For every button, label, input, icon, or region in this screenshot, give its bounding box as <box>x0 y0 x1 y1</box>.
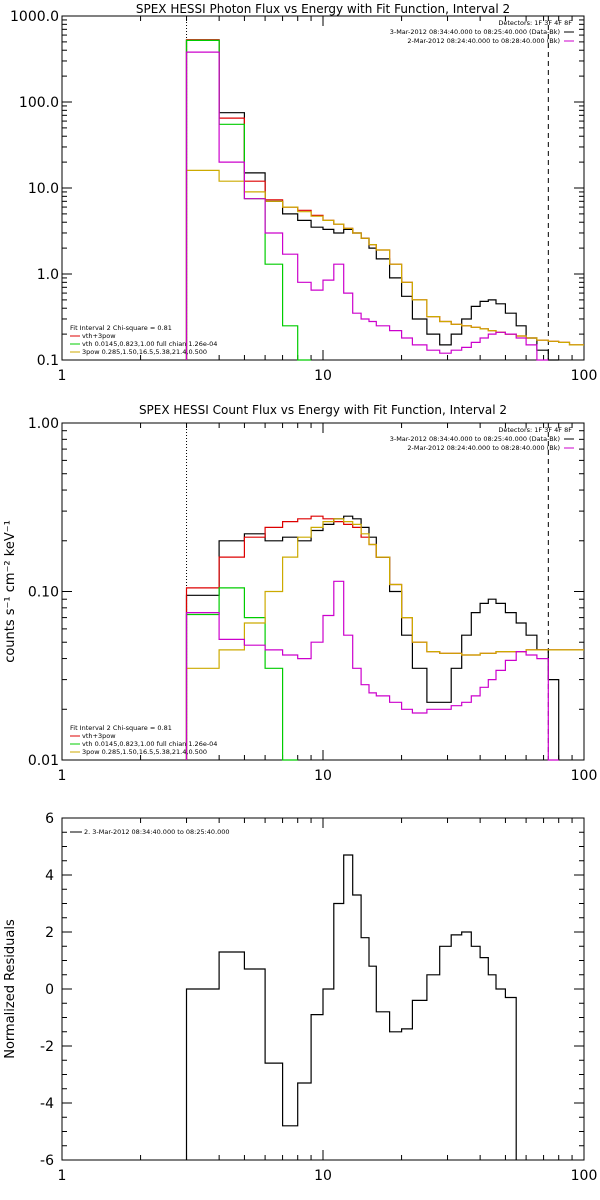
y-tick-label: 1000.0 <box>10 9 59 25</box>
legend-entry: vth+3pow <box>82 332 116 340</box>
legend-entry: 3-Mar-2012 08:34:40.000 to 08:25:40.000 … <box>390 435 560 443</box>
series-line-1 <box>185 39 559 361</box>
legend-entry: 3pow 0.285,1.50,16.5,5.38,21.4,0.500 <box>82 748 207 756</box>
x-tick-label: 100 <box>571 368 598 384</box>
legend-entry: vth+3pow <box>82 732 116 740</box>
x-tick-label: 100 <box>571 1168 598 1184</box>
x-tick-label: 1 <box>58 368 67 384</box>
x-tick-label: 10 <box>314 368 332 384</box>
x-tick-label: 1 <box>58 1168 67 1184</box>
y-tick-label: 4 <box>45 868 54 884</box>
x-tick-label: 10 <box>314 768 332 784</box>
detectors-label: Detectors: 1F 3F 4F 8F <box>498 19 572 27</box>
chart-panel-2: SPEX HESSI Count Flux vs Energy with Fit… <box>3 403 597 784</box>
y-axis-label: Normalized Residuals <box>3 919 18 1059</box>
fit-header: Fit Interval 2 Chi-square = 0.81 <box>70 724 172 732</box>
y-tick-label: -4 <box>40 1096 54 1112</box>
legend-entry: 2. 3-Mar-2012 08:34:40.000 to 08:25:40.0… <box>84 828 230 836</box>
series-line-4 <box>185 518 584 760</box>
x-tick-label: 100 <box>571 768 598 784</box>
detectors-label: Detectors: 1F 3F 4F 8F <box>498 426 572 434</box>
series-line-2 <box>185 515 584 760</box>
series-line-5 <box>185 51 549 361</box>
x-tick-label: 10 <box>314 1168 332 1184</box>
series-line-5 <box>185 580 559 761</box>
series-line-1 <box>185 515 560 760</box>
y-tick-label: 2 <box>45 925 54 941</box>
chart-title: SPEX HESSI Photon Flux vs Energy with Fi… <box>136 2 510 16</box>
legend-entry: vth 0.0145,0.823,1.00 full chian 1.26e-0… <box>82 740 217 748</box>
y-tick-label: 0.01 <box>28 753 59 769</box>
plot-frame <box>61 422 585 761</box>
legend-entry: 2-Mar-2012 08:24:40.000 to 08:28:40.000 … <box>407 37 560 45</box>
y-tick-label: 10.0 <box>28 181 59 197</box>
legend-entry: vth 0.0145,0.823,1.00 full chian 1.26e-0… <box>82 340 217 348</box>
y-axis-label: counts s⁻¹ cm⁻² keV⁻¹ <box>3 520 18 663</box>
chart-panel-1: SPEX HESSI Photon Flux vs Energy with Fi… <box>10 2 597 384</box>
y-tick-label: 0.10 <box>28 585 59 601</box>
y-tick-label: 1.00 <box>28 416 59 432</box>
chart-panel-3: 1 10 100 -6 -4 -2 0 2 4 6 Normalized Residuals 2. 3… <box>3 811 597 1184</box>
y-tick-label: 0 <box>45 982 54 998</box>
series-line-4 <box>185 169 584 360</box>
series-line-2 <box>185 39 584 360</box>
series-line-3 <box>185 587 298 761</box>
y-tick-label: 6 <box>45 811 54 827</box>
y-tick-label: 0.1 <box>37 353 59 369</box>
y-tick-label: 100.0 <box>19 95 59 111</box>
legend-entry: 3-Mar-2012 08:34:40.000 to 08:25:40.000 … <box>390 28 560 36</box>
legend-entry: 2-Mar-2012 08:24:40.000 to 08:28:40.000 … <box>407 444 560 452</box>
series-line-1 <box>185 854 517 1160</box>
chart-title: SPEX HESSI Count Flux vs Energy with Fit… <box>139 403 507 417</box>
x-tick-label: 1 <box>58 768 67 784</box>
y-tick-label: -2 <box>40 1039 54 1055</box>
series-line-3 <box>185 39 312 361</box>
legend-entry: 3pow 0.285,1.50,16.5,5.38,21.4,0.500 <box>82 348 207 356</box>
y-tick-label: 1.0 <box>37 267 59 283</box>
y-tick-label: -6 <box>40 1153 54 1169</box>
fit-header: Fit Interval 2 Chi-square = 0.81 <box>70 324 172 332</box>
